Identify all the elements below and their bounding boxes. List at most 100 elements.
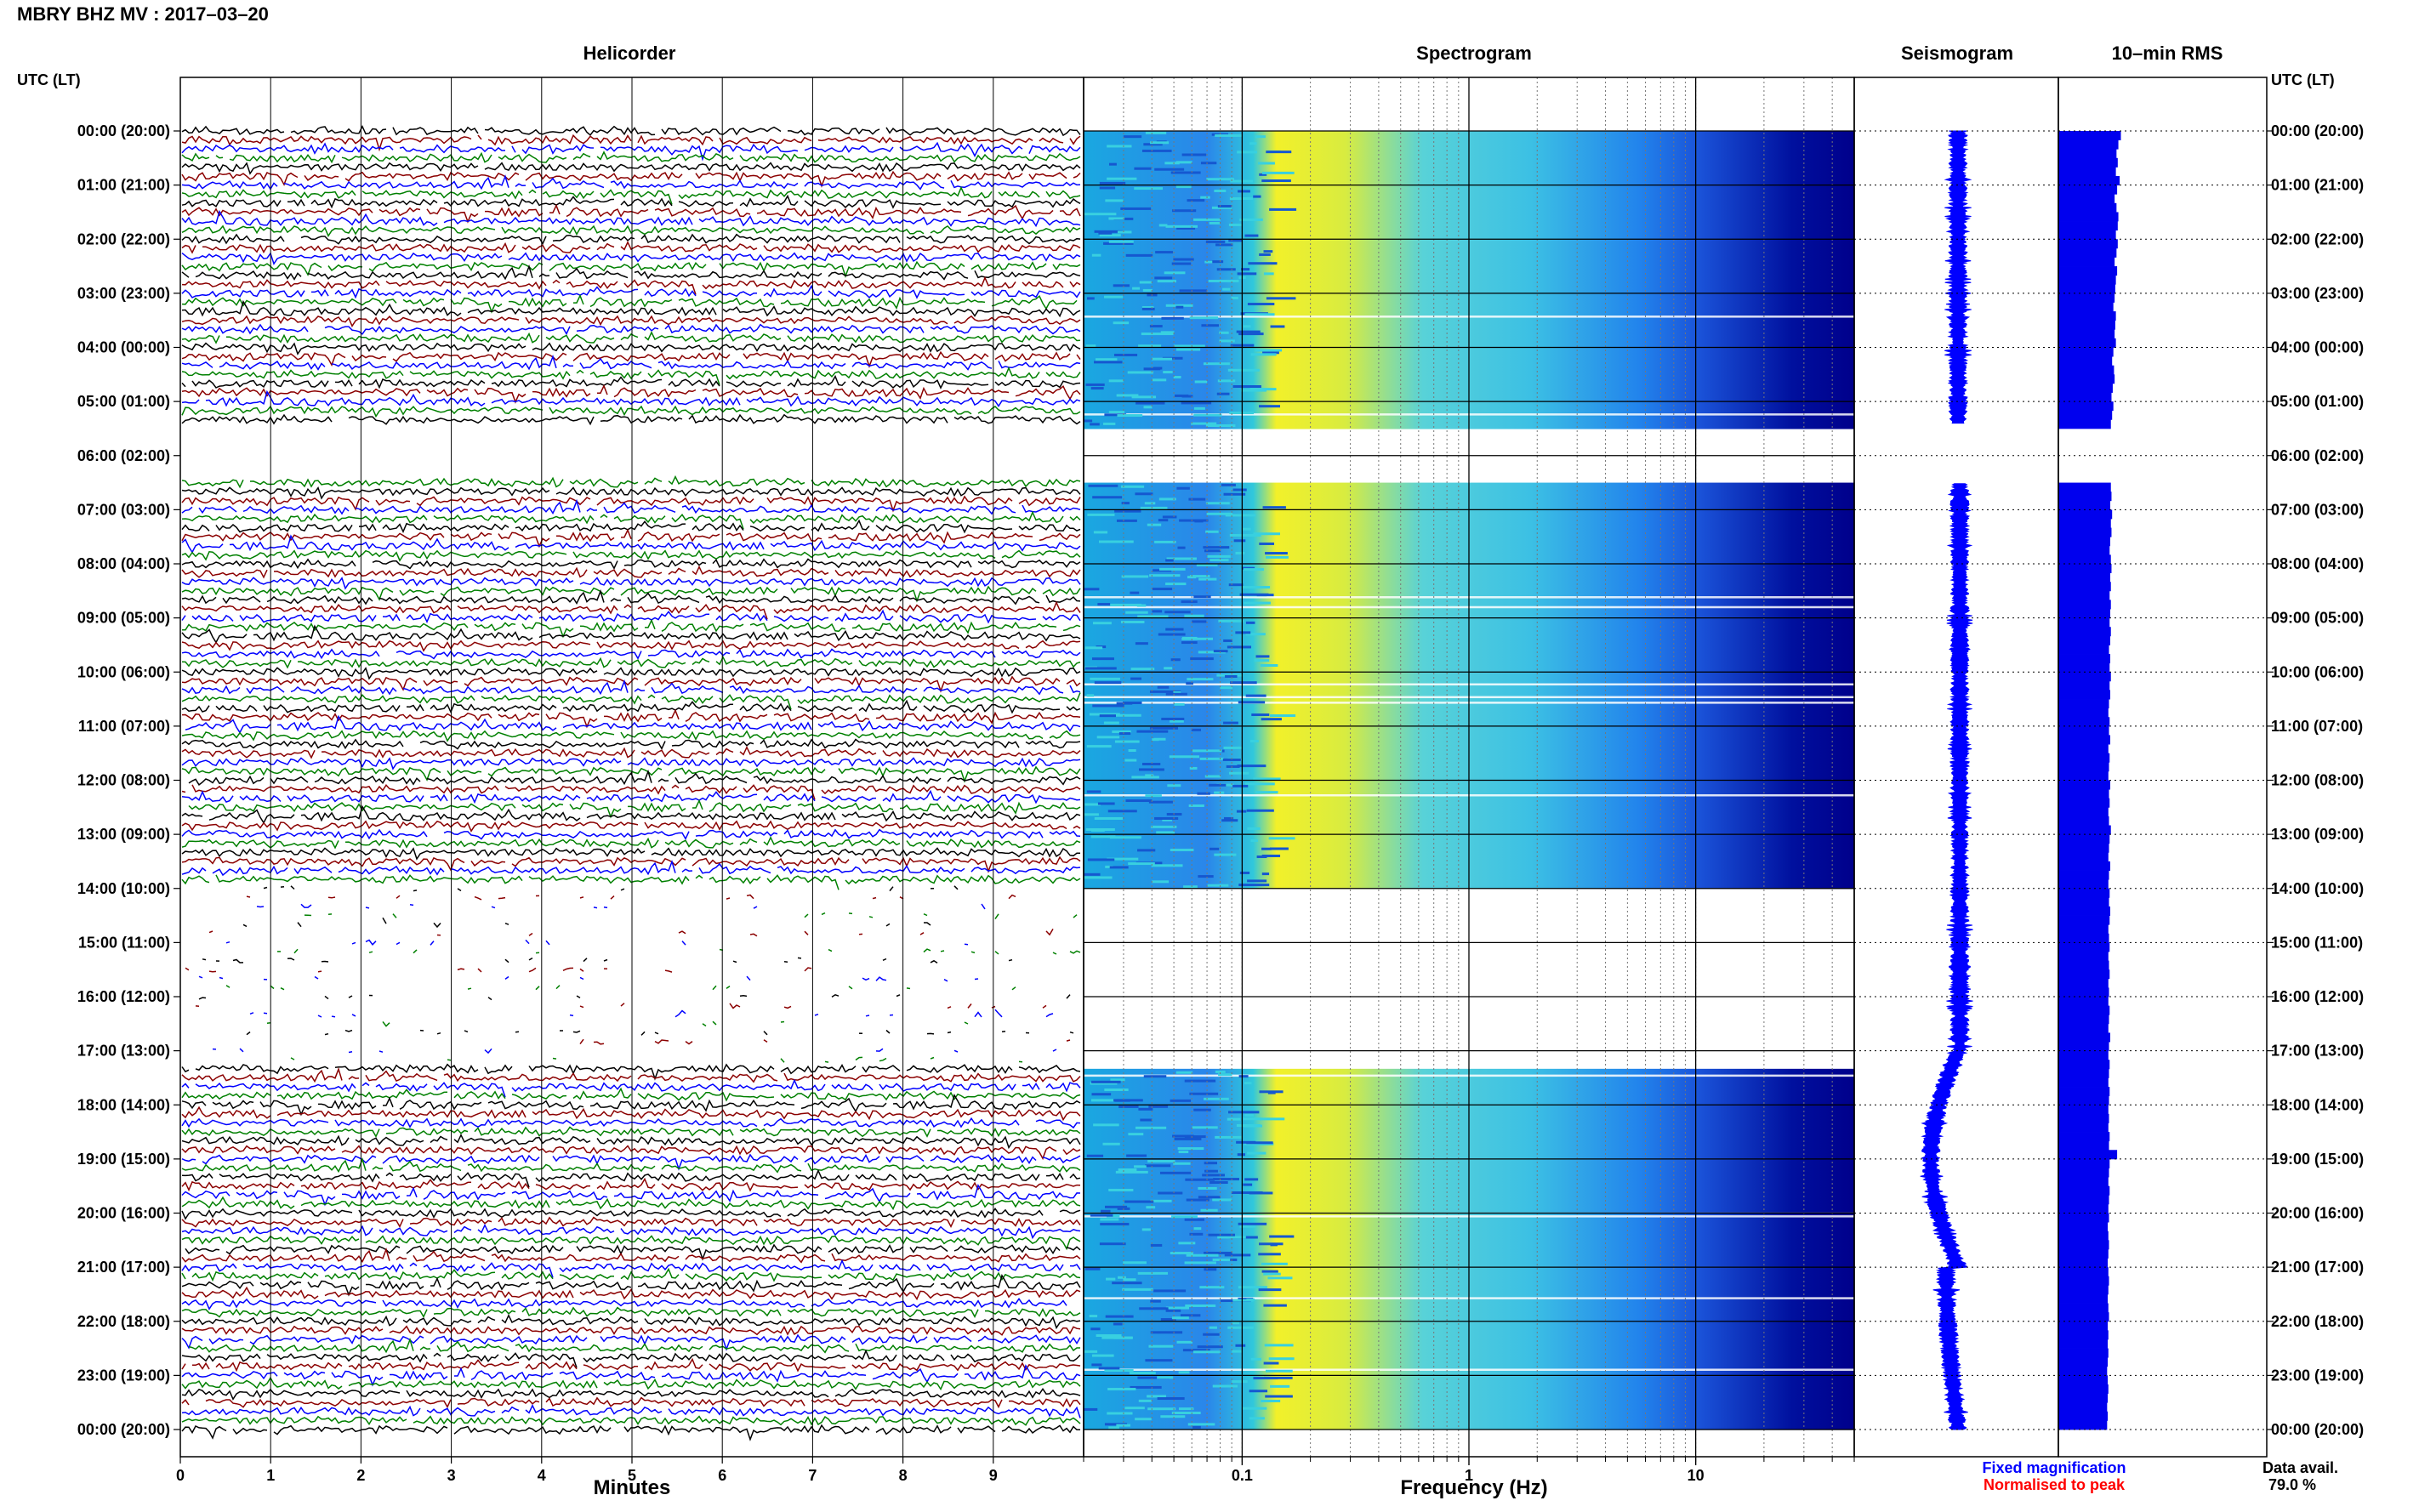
- helicorder-trace: [515, 1343, 703, 1353]
- spectrogram-speckle: [1246, 1141, 1273, 1145]
- helicorder-trace: [875, 1424, 952, 1435]
- helicorder-trace: [1045, 1082, 1081, 1093]
- helicorder-trace: [532, 1107, 1081, 1122]
- spectrogram-speckle: [1147, 1407, 1176, 1411]
- helicorder-trace: [1073, 825, 1081, 829]
- helicorder-trace: [406, 1244, 564, 1255]
- spectrogram-speckle: [1214, 853, 1237, 856]
- helicorder-trace: [521, 144, 595, 155]
- helicorder-trace: [804, 913, 809, 918]
- hour-label-left: 23:00 (19:00): [77, 1367, 170, 1384]
- spectrogram-speckle: [1117, 230, 1132, 234]
- helicorder-trace: [851, 1361, 1081, 1372]
- rms-bar: [2058, 329, 2115, 339]
- rms-bar: [2058, 735, 2111, 745]
- hour-label-left: 12:00 (08:00): [77, 772, 170, 789]
- helicorder-trace: [515, 520, 686, 532]
- helicorder-trace: [620, 1003, 625, 1007]
- spectrogram-speckle: [1258, 1253, 1281, 1256]
- helicorder-trace: [515, 183, 526, 187]
- helicorder-trace: [406, 703, 424, 712]
- spectrogram-speckle: [1197, 792, 1210, 795]
- spectrogram-speckle: [1100, 1218, 1119, 1221]
- spectrogram-speckle: [1269, 207, 1297, 211]
- hour-label-right: 00:00 (20:00): [2271, 1421, 2364, 1438]
- helicorder-trace: [181, 1298, 377, 1310]
- spectrogram-speckle: [1261, 718, 1282, 721]
- helicorder-trace: [994, 1009, 1003, 1018]
- helicorder-trace: [219, 1173, 380, 1183]
- helicorder-trace: [498, 896, 506, 900]
- rms-bar: [2058, 194, 2115, 204]
- helicorder-trace: [181, 1371, 278, 1380]
- spectrogram-speckle: [1238, 1298, 1254, 1301]
- helicorder-trace: [644, 676, 802, 686]
- spectrogram-speckle: [1253, 777, 1281, 781]
- helicorder-trace: [334, 378, 353, 387]
- helicorder-trace: [535, 1280, 632, 1291]
- helicorder-trace: [491, 1252, 680, 1263]
- spectrogram-speckle: [1180, 1314, 1201, 1317]
- spectrogram-speckle: [1149, 325, 1163, 328]
- spectrogram-speckle: [1266, 151, 1292, 154]
- helicorder-trace: [181, 1263, 237, 1272]
- spectrogram-speckle: [1090, 677, 1120, 680]
- spectrogram-speckle: [1099, 234, 1121, 237]
- helicorder-trace: [379, 1050, 384, 1053]
- helicorder-trace: [562, 721, 812, 731]
- spectrogram-speckle: [1245, 621, 1255, 624]
- spectrogram-speckle: [1253, 532, 1280, 536]
- spectrogram-speckle: [1232, 385, 1261, 389]
- helicorder-trace: [436, 1340, 509, 1353]
- spectrogram-speckle: [1118, 1276, 1126, 1279]
- helicorder-trace: [620, 1225, 1081, 1240]
- helicorder-trace: [181, 1128, 380, 1139]
- spectrogram-speckle: [1181, 641, 1198, 645]
- helicorder-trace: [1066, 994, 1071, 999]
- helicorder-trace: [834, 609, 894, 622]
- helicorder-trace: [181, 766, 441, 782]
- helicorder-trace: [600, 414, 683, 424]
- spectrogram-speckle: [1129, 1372, 1156, 1375]
- helicorder-trace: [375, 1083, 428, 1092]
- spectrogram-speckle: [1208, 1233, 1235, 1236]
- hour-label-right: 22:00 (18:00): [2271, 1313, 2364, 1330]
- spectrogram-speckle: [1250, 1357, 1261, 1361]
- spectrogram-speckle: [1186, 1253, 1219, 1257]
- helicorder-trace: [242, 924, 248, 928]
- rms-bar: [2058, 1393, 2109, 1403]
- spectrogram-speckle: [1131, 776, 1159, 779]
- helicorder-trace: [610, 895, 615, 900]
- spectrogram-speckle: [1221, 483, 1236, 486]
- helicorder-trace: [409, 370, 571, 380]
- helicorder-trace: [773, 712, 870, 723]
- helicorder-trace: [464, 1030, 469, 1033]
- helicorder-trace: [947, 776, 1081, 786]
- spectrogram-speckle: [1155, 251, 1173, 254]
- spectrogram-x-tick-label: 0.1: [1232, 1467, 1253, 1484]
- helicorder-trace: [181, 1280, 254, 1290]
- rms-bar: [2058, 924, 2109, 935]
- helicorder-trace: [399, 588, 435, 596]
- spectrogram-speckle: [1143, 367, 1161, 371]
- spectrogram-speckle: [1107, 810, 1137, 813]
- helicorder-trace: [545, 940, 550, 946]
- spectrogram-speckle: [1089, 1315, 1098, 1318]
- helicorder-trace: [678, 185, 993, 200]
- rms-bar: [2058, 185, 2118, 195]
- rms-bar: [2058, 1240, 2109, 1250]
- spectrogram-speckle: [1118, 1105, 1139, 1108]
- helicorder-trace: [692, 565, 829, 577]
- spectrogram-speckle: [1238, 333, 1264, 336]
- helicorder-trace: [984, 1308, 1081, 1318]
- helicorder-trace: [249, 1012, 254, 1015]
- helicorder-trace: [899, 141, 1023, 157]
- rms-bar: [2058, 1303, 2109, 1313]
- rms-bar: [2058, 1321, 2109, 1331]
- helicorder-trace: [875, 976, 887, 981]
- helicorder-trace: [259, 1100, 312, 1117]
- spectrogram-speckle: [1211, 206, 1232, 209]
- spectrogram-speckle: [1251, 633, 1266, 636]
- helicorder-trace: [943, 979, 948, 982]
- helicorder-trace: [225, 1244, 401, 1255]
